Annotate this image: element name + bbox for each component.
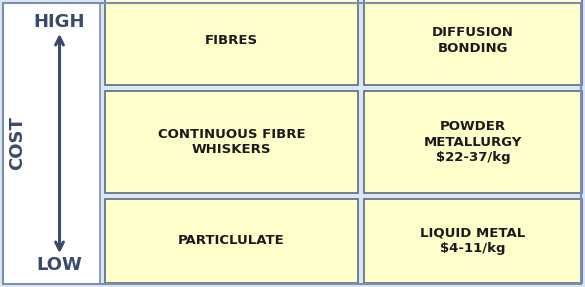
Text: HIGH: HIGH [34, 13, 85, 31]
Text: PARTICLULATE: PARTICLULATE [178, 234, 285, 247]
Bar [105, 91, 358, 193]
Bar [364, 0, 582, 85]
Text: LIQUID METAL
$4-11/kg: LIQUID METAL $4-11/kg [421, 227, 526, 255]
Text: FIBRES: FIBRES [205, 34, 258, 47]
Text: COST: COST [8, 117, 26, 170]
Text: DIFFUSION
BONDING: DIFFUSION BONDING [432, 26, 514, 55]
Bar [364, 91, 582, 193]
Bar [364, 199, 582, 283]
Text: POWDER
METALLURGY
$22-37/kg: POWDER METALLURGY $22-37/kg [424, 121, 522, 164]
Bar [105, 199, 358, 283]
Text: LOW: LOW [36, 256, 82, 274]
Bar [105, 0, 358, 85]
Text: CONTINUOUS FIBRE
WHISKERS: CONTINUOUS FIBRE WHISKERS [158, 128, 305, 156]
Bar [3, 3, 100, 284]
